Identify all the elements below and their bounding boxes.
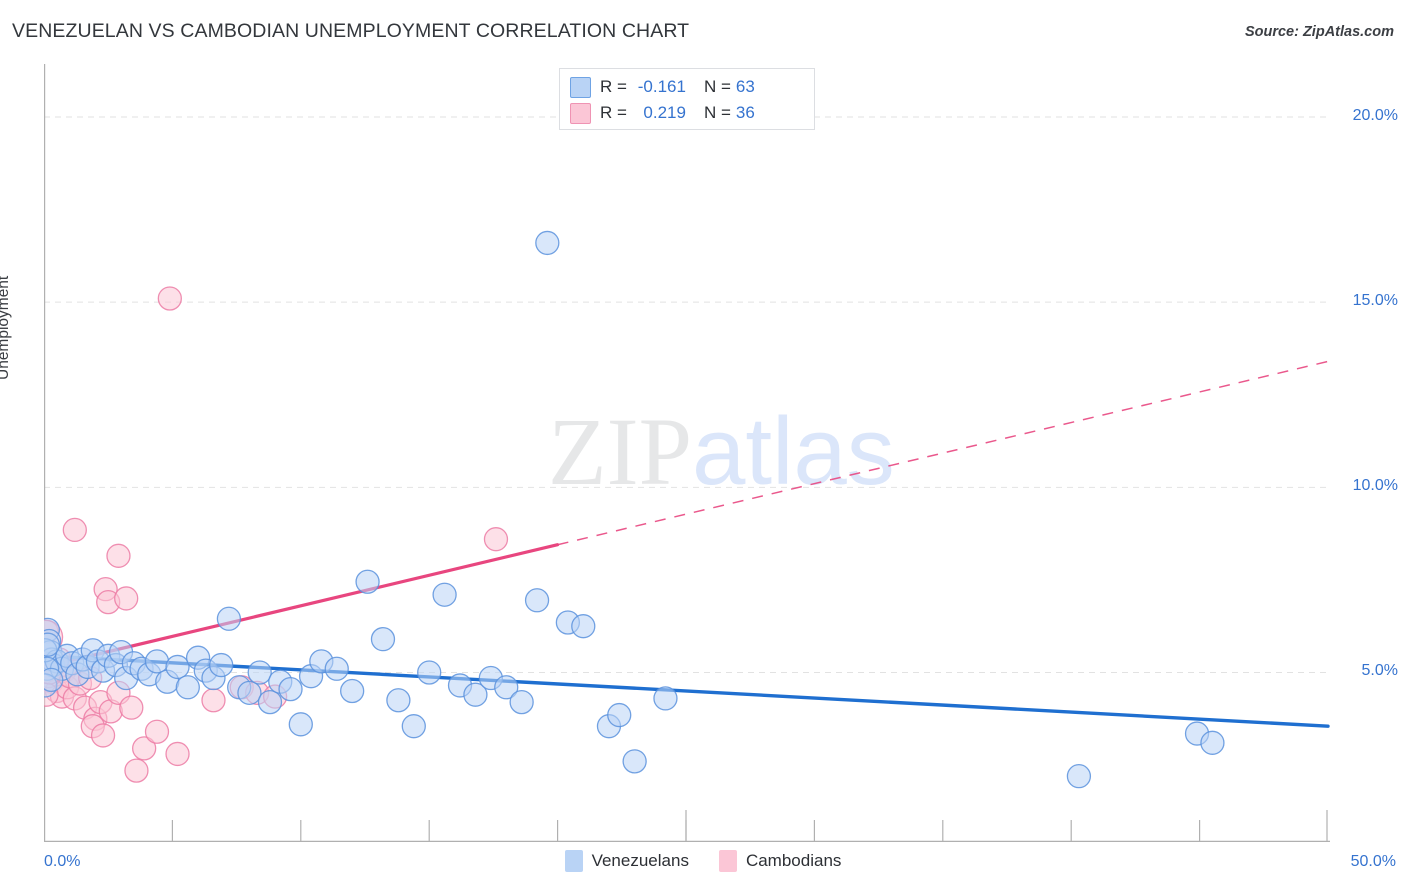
y-axis-tick-label: 5.0% — [1361, 662, 1398, 680]
y-axis-tick-label: 15.0% — [1352, 292, 1398, 310]
n-value: 63 — [735, 77, 755, 96]
data-point — [417, 660, 442, 685]
cambodians-swatch-icon — [718, 850, 737, 872]
data-point — [90, 723, 116, 748]
data-point — [165, 741, 190, 767]
series-legend: Venezuelans Cambodians — [0, 850, 1406, 872]
source-attribution: Source: ZipAtlas.com — [1244, 24, 1394, 40]
data-point — [340, 678, 365, 704]
data-point — [114, 586, 139, 611]
data-point — [622, 749, 647, 774]
legend-item-cambodians[interactable]: Cambodians — [718, 850, 842, 872]
data-point — [483, 527, 509, 552]
data-point — [216, 606, 242, 631]
venezuelans-swatch-icon — [564, 850, 583, 872]
data-point — [1200, 730, 1225, 755]
data-point — [524, 588, 550, 613]
pink-swatch-icon — [570, 102, 591, 124]
data-point — [132, 736, 157, 761]
data-point — [571, 614, 596, 639]
data-point — [463, 682, 488, 707]
data-point — [175, 675, 200, 700]
x-axis-ticks-group — [171, 810, 1328, 841]
x-axis-min-label: 0.0% — [44, 853, 81, 870]
correlation-row-venezuelans: R = -0.161 N = 63 — [570, 74, 804, 100]
data-point — [535, 230, 560, 256]
n-label: N = — [703, 77, 731, 96]
legend-label-cambodians: Cambodians — [745, 851, 842, 870]
data-point — [209, 652, 234, 678]
axis-lines-group — [44, 64, 1330, 842]
data-point — [401, 714, 426, 739]
r-value: 0.219 — [643, 103, 686, 122]
page-title: VENEZUELAN VS CAMBODIAN UNEMPLOYMENT COR… — [12, 20, 690, 42]
y-axis-title: Unemployment — [0, 275, 12, 380]
r-value: -0.161 — [637, 77, 686, 96]
venezuelans-points-group — [44, 230, 1225, 789]
data-point — [653, 686, 678, 711]
data-point — [494, 675, 519, 700]
data-point — [355, 569, 380, 594]
data-point — [509, 689, 534, 715]
legend-item-venezuelans[interactable]: Venezuelans — [564, 850, 689, 872]
gridlines-group — [44, 116, 1330, 673]
correlation-row-cambodians: R = 0.219 N = 36 — [570, 100, 804, 126]
r-label: R = — [600, 103, 627, 122]
data-point — [247, 660, 272, 685]
data-point — [607, 702, 632, 728]
data-point — [1066, 764, 1092, 789]
data-point — [157, 286, 182, 311]
data-point — [288, 712, 313, 737]
r-label: R = — [600, 77, 627, 96]
scatter-plot-area — [44, 64, 1330, 842]
data-point — [124, 758, 149, 783]
data-point — [278, 676, 303, 702]
y-axis-tick-label: 10.0% — [1352, 477, 1398, 495]
data-point — [44, 667, 64, 693]
data-point — [201, 688, 226, 713]
y-axis-tick-label: 20.0% — [1352, 107, 1398, 125]
data-point — [144, 649, 170, 674]
blue-swatch-icon — [570, 76, 591, 98]
correlation-legend: R = -0.161 N = 63 R = 0.219 N = 36 — [559, 68, 815, 130]
data-point — [144, 719, 170, 744]
data-point — [106, 543, 131, 568]
data-point — [386, 688, 411, 713]
data-point — [165, 654, 190, 680]
n-value: 36 — [735, 103, 755, 122]
x-axis-max-label: 50.0% — [1350, 853, 1396, 870]
data-point — [370, 626, 396, 652]
n-label: N = — [703, 103, 731, 122]
data-point — [237, 680, 262, 705]
plot-svg — [44, 64, 1330, 842]
data-point — [62, 517, 87, 543]
data-point — [119, 695, 144, 720]
data-point — [432, 582, 457, 607]
data-point — [44, 632, 60, 657]
data-point — [324, 656, 349, 681]
data-point — [257, 689, 283, 715]
legend-label-venezuelans: Venezuelans — [591, 851, 689, 870]
